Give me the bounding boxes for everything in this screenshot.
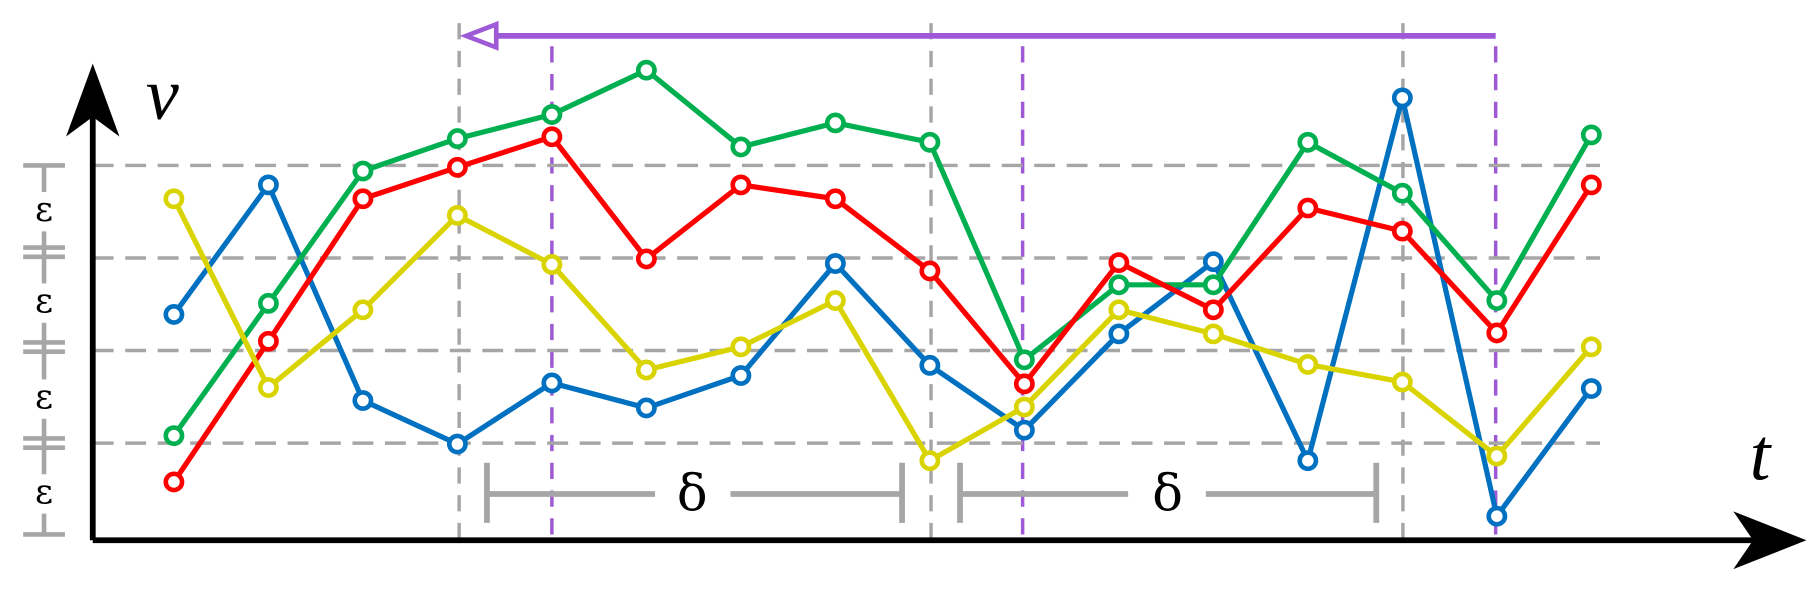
arrow-head <box>459 20 499 51</box>
point <box>1202 274 1224 296</box>
label-bg <box>30 474 58 514</box>
point <box>1013 349 1035 371</box>
point <box>1580 336 1602 358</box>
point <box>1580 174 1602 196</box>
axes <box>66 63 1807 570</box>
point <box>1108 252 1130 274</box>
point <box>163 471 185 493</box>
point <box>1391 182 1413 204</box>
point <box>730 365 752 386</box>
point <box>824 290 846 311</box>
vertical-guides <box>457 23 1498 541</box>
point <box>352 188 374 210</box>
point <box>1486 505 1508 527</box>
point <box>163 304 185 325</box>
shift-arrow <box>459 20 1496 51</box>
point <box>1297 450 1319 472</box>
point <box>163 188 185 210</box>
point <box>1297 197 1319 219</box>
point <box>446 433 468 455</box>
point <box>1108 299 1130 321</box>
point <box>824 112 846 134</box>
epsilon-label: ε <box>35 282 53 322</box>
point <box>1391 220 1413 242</box>
point <box>730 336 752 358</box>
point <box>352 299 374 321</box>
point <box>730 136 752 158</box>
point <box>446 156 468 178</box>
point <box>730 174 752 196</box>
point <box>1580 124 1602 146</box>
point <box>257 330 279 352</box>
point <box>257 377 279 398</box>
point <box>1580 378 1602 399</box>
point <box>541 254 563 275</box>
x-axis-arrow <box>1733 511 1807 570</box>
point <box>1486 322 1508 344</box>
point <box>163 425 185 447</box>
plot <box>92 59 1602 527</box>
point <box>635 359 657 381</box>
label-bg <box>30 283 58 323</box>
label-bg <box>30 192 58 232</box>
point <box>257 292 279 314</box>
delta-label: δ <box>1152 464 1183 523</box>
point <box>541 104 563 125</box>
point <box>541 126 563 148</box>
point <box>1013 373 1035 395</box>
point <box>919 354 941 376</box>
series-line <box>171 67 1594 438</box>
point <box>1108 323 1130 345</box>
point <box>1391 87 1413 109</box>
point <box>446 128 468 150</box>
label-bg <box>30 379 58 419</box>
point <box>1486 290 1508 311</box>
y-axis-arrow <box>66 63 120 137</box>
point <box>1202 251 1224 273</box>
point <box>257 174 279 196</box>
delta-brackets <box>484 462 1380 523</box>
series-line <box>171 95 1594 519</box>
y-axis-label: v <box>146 54 179 136</box>
point <box>352 160 374 182</box>
point <box>635 397 657 419</box>
series-line <box>171 134 1594 484</box>
series-line <box>171 197 1594 464</box>
point <box>446 204 468 226</box>
point <box>635 248 657 270</box>
point <box>541 372 563 394</box>
point <box>1202 299 1224 321</box>
point <box>1486 445 1508 467</box>
delta-label: δ <box>677 464 708 523</box>
point <box>1108 274 1130 296</box>
epsilon-label: ε <box>35 378 53 418</box>
point <box>919 131 941 153</box>
point <box>919 260 941 282</box>
point <box>635 59 657 81</box>
point <box>1013 396 1035 418</box>
point <box>824 188 846 210</box>
epsilon-label: ε <box>35 190 53 230</box>
point <box>919 450 941 472</box>
epsilon-label: ε <box>35 473 53 513</box>
point <box>1391 371 1413 393</box>
point <box>352 390 374 411</box>
point <box>1013 419 1035 441</box>
x-axis-label: t <box>1750 415 1773 497</box>
point <box>1202 323 1224 345</box>
point <box>1297 131 1319 153</box>
point <box>1297 354 1319 375</box>
point <box>824 253 846 274</box>
